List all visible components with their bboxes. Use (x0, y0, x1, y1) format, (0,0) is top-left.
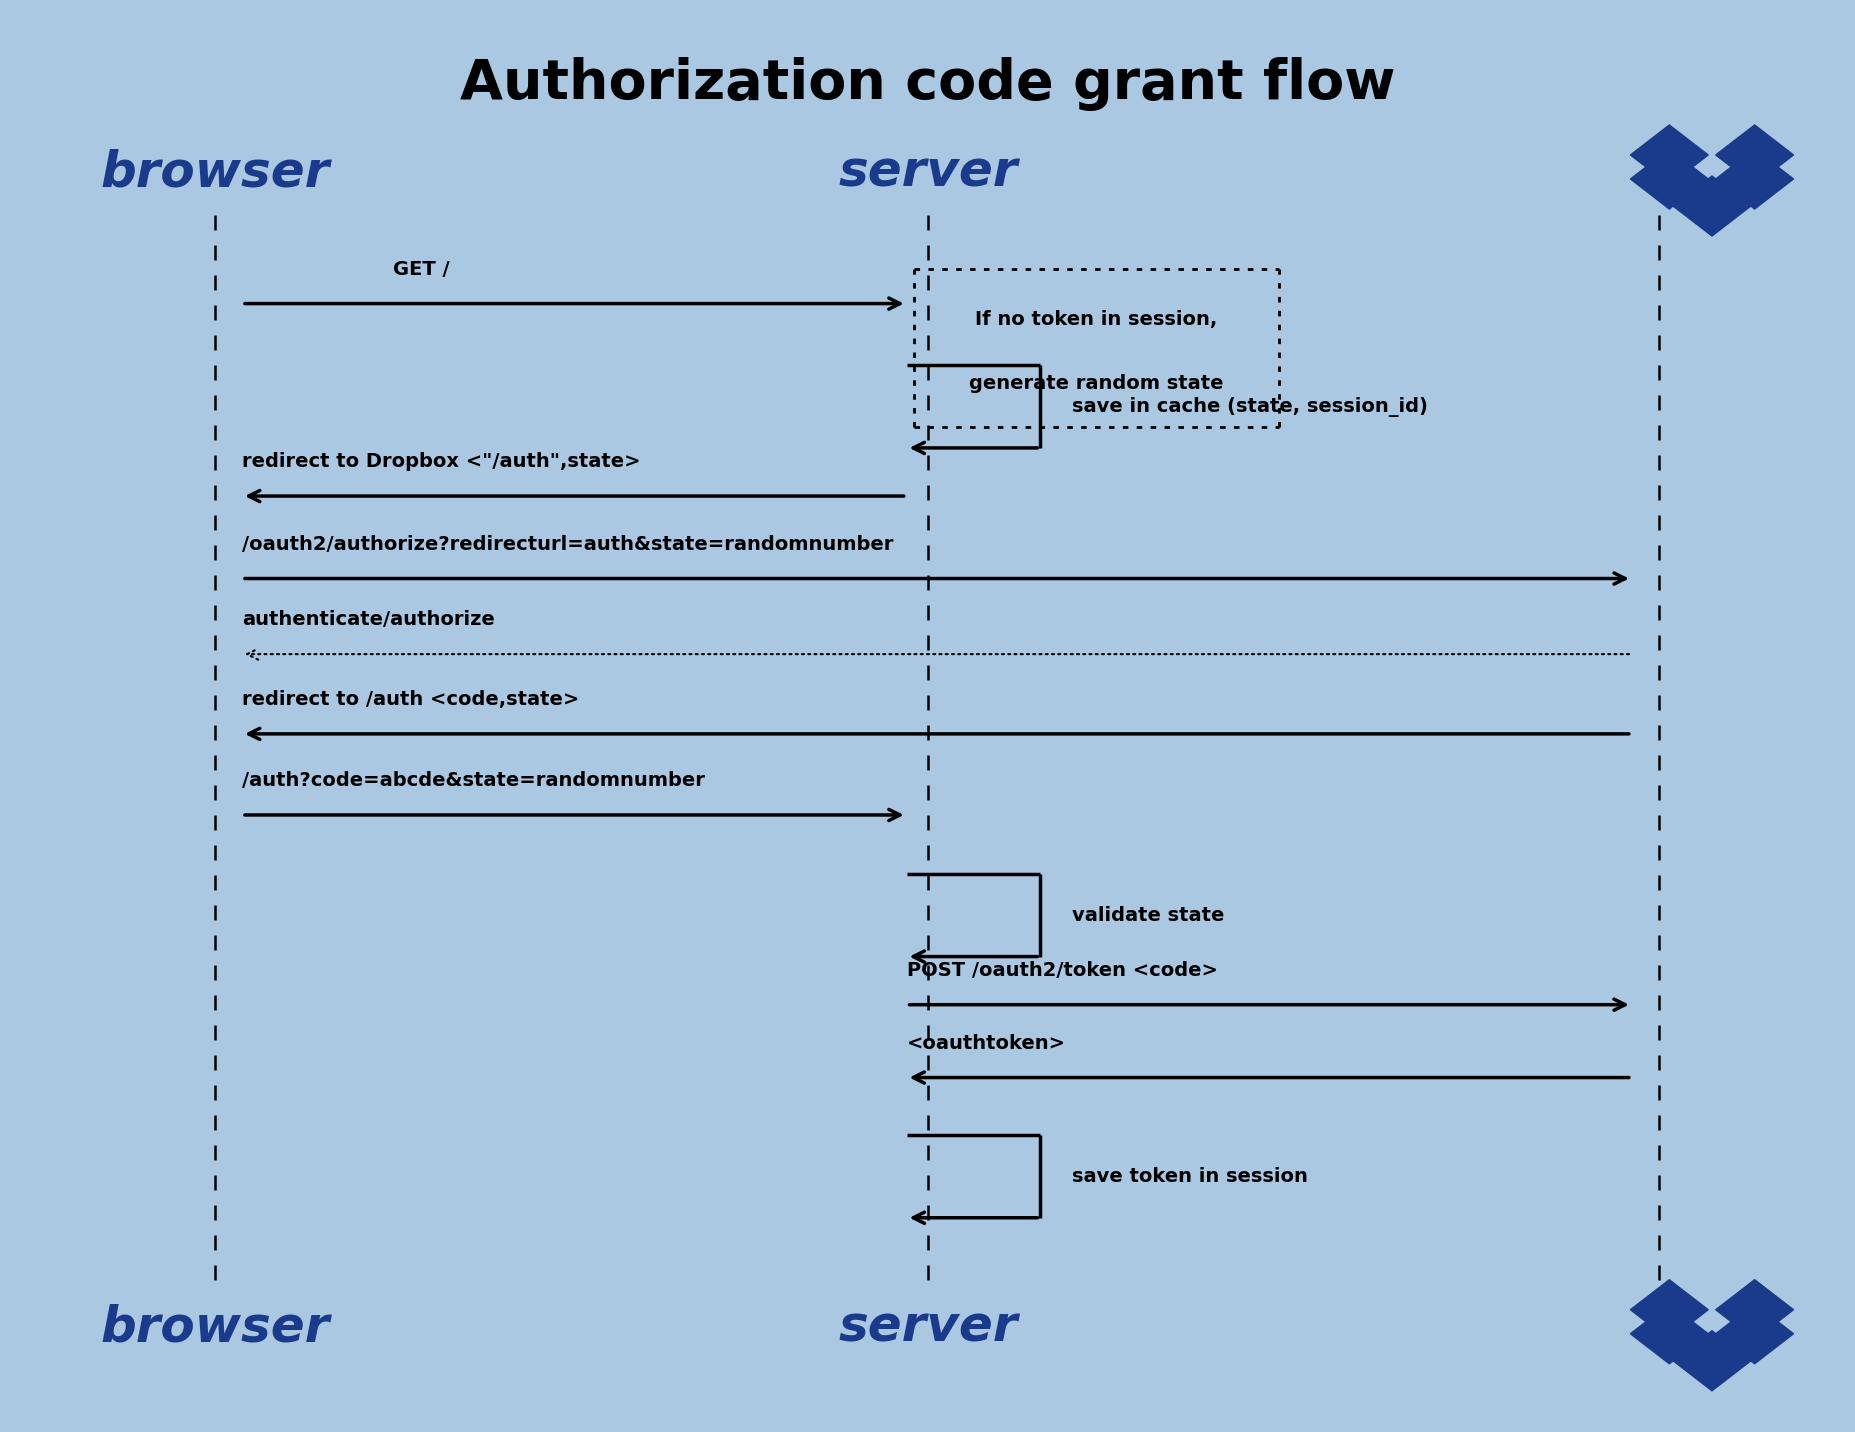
Text: server: server (838, 149, 1017, 198)
Text: Authorization code grant flow: Authorization code grant flow (460, 57, 1395, 110)
Polygon shape (1629, 1303, 1707, 1363)
Polygon shape (1671, 176, 1749, 236)
Text: POST /oauth2/token <code>: POST /oauth2/token <code> (905, 961, 1217, 979)
Text: redirect to Dropbox <"/auth",state>: redirect to Dropbox <"/auth",state> (241, 453, 640, 471)
Polygon shape (1714, 1280, 1792, 1340)
Polygon shape (1714, 149, 1792, 209)
Polygon shape (1629, 125, 1707, 185)
Text: save token in session: save token in session (1072, 1167, 1308, 1186)
Text: GET /: GET / (393, 259, 451, 279)
Polygon shape (1714, 125, 1792, 185)
Polygon shape (1629, 149, 1707, 209)
Text: /oauth2/authorize?redirecturl=auth&state=randomnumber: /oauth2/authorize?redirecturl=auth&state… (241, 534, 892, 554)
Text: authenticate/authorize: authenticate/authorize (241, 610, 495, 630)
Text: redirect to /auth <code,state>: redirect to /auth <code,state> (241, 690, 579, 709)
Text: browser: browser (100, 1303, 330, 1352)
Text: <oauthtoken>: <oauthtoken> (905, 1034, 1065, 1053)
Text: validate state: validate state (1072, 906, 1224, 925)
Polygon shape (1629, 1280, 1707, 1340)
Polygon shape (1671, 1330, 1749, 1390)
Text: If no token in session,: If no token in session, (974, 311, 1217, 329)
Text: server: server (838, 1303, 1017, 1352)
Text: browser: browser (100, 149, 330, 198)
Text: save in cache (state, session_id): save in cache (state, session_id) (1072, 397, 1428, 417)
Text: generate random state: generate random state (968, 374, 1222, 392)
Text: /auth?code=abcde&state=randomnumber: /auth?code=abcde&state=randomnumber (241, 772, 705, 790)
Polygon shape (1714, 1303, 1792, 1363)
